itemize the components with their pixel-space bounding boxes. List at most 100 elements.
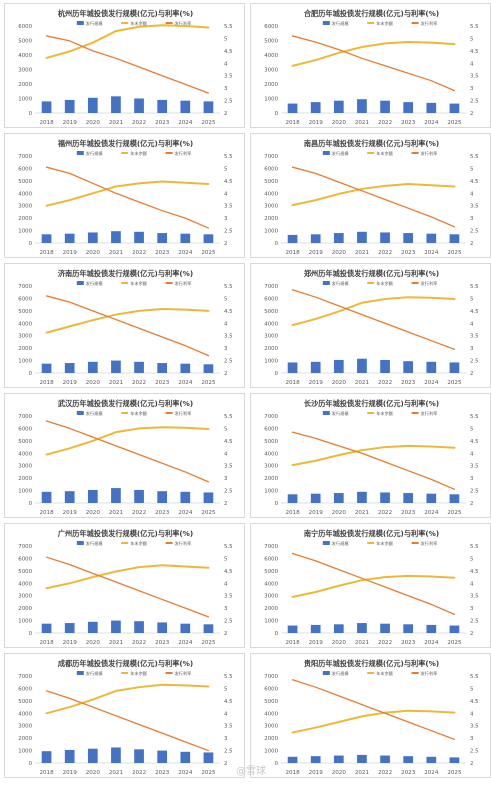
- bar-issuance: [287, 103, 298, 113]
- chart-panel-2: 合肥历年城投债发行规模(亿元)与利率(%) 发行规模 年末余额 发行利率 0 1000 20…: [250, 3, 491, 128]
- y-tick-label: 5000: [18, 39, 32, 45]
- y2-tick-label: 2: [470, 111, 473, 117]
- x-tick-label: 2023: [155, 510, 170, 516]
- x-tick-label: 2024: [178, 510, 193, 516]
- y-tick-label: 7000: [264, 284, 278, 290]
- x-tick-label: 2021: [355, 510, 370, 516]
- line-balance: [45, 564, 210, 590]
- bar-issuance: [157, 622, 168, 633]
- y2-tick-label: 5.5: [224, 674, 233, 680]
- bar-issuance: [403, 361, 414, 373]
- x-tick-label: 2020: [332, 770, 347, 776]
- y2-tick-label: 4.5: [224, 569, 233, 575]
- y-tick-label: 3000: [264, 594, 278, 600]
- line-rate: [291, 431, 456, 490]
- bar-issuance: [449, 362, 460, 373]
- bar-issuance: [287, 494, 298, 503]
- bar-issuance: [41, 751, 52, 763]
- bar-issuance: [157, 99, 168, 113]
- y-tick-label: 4000: [264, 711, 278, 717]
- y2-tick-label: 3.5: [224, 334, 233, 340]
- x-tick-label: 2021: [109, 250, 124, 256]
- bar-issuance: [426, 233, 437, 243]
- y2-tick-label: 4: [470, 321, 474, 327]
- x-tick-label: 2019: [63, 380, 78, 386]
- x-tick-label: 2025: [201, 770, 216, 776]
- y-tick-label: 6000: [264, 24, 278, 30]
- y-tick-label: 1000: [264, 489, 278, 495]
- y2-tick-label: 5: [224, 556, 227, 562]
- bar-issuance: [111, 620, 121, 633]
- y-tick-label: 0: [275, 111, 279, 117]
- chart-svg: 郑州历年城投债发行规模(亿元)与利率(%) 发行规模 年末余额 发行利率 0 1000 20…: [264, 269, 478, 386]
- y2-tick-label: 5: [470, 36, 473, 42]
- y-tick-label: 6000: [264, 166, 278, 172]
- x-tick-label: 2018: [285, 250, 300, 256]
- legend-label: 发行利率: [175, 670, 192, 677]
- y2-tick-label: 4: [224, 711, 228, 717]
- y2-tick-label: 4.5: [470, 49, 479, 55]
- line-balance: [291, 40, 456, 67]
- x-tick-label: 2018: [39, 250, 54, 256]
- bar-issuance: [333, 755, 344, 763]
- y-tick-label: 5000: [18, 179, 32, 185]
- y-tick-label: 0: [29, 631, 33, 637]
- y-tick-label: 4000: [264, 321, 278, 327]
- y-tick-label: 6000: [18, 426, 32, 432]
- bar-issuance: [180, 100, 191, 113]
- bar-issuance: [357, 231, 367, 243]
- legend-label: 发行规模: [86, 20, 104, 27]
- bar-issuance: [87, 748, 98, 763]
- x-tick-label: 2024: [178, 770, 193, 776]
- x-tick-label: 2021: [109, 770, 124, 776]
- y-tick-label: 4000: [264, 581, 278, 587]
- y-tick-label: 1000: [18, 97, 32, 103]
- y-tick-label: 3000: [264, 334, 278, 340]
- bar-issuance: [333, 233, 344, 243]
- x-tick-label: 2020: [86, 120, 101, 126]
- y-tick-label: 3000: [264, 464, 278, 470]
- y2-tick-label: 3: [470, 216, 473, 222]
- y-tick-label: 4000: [18, 321, 32, 327]
- bar-issuance: [41, 101, 52, 113]
- y2-tick-label: 4.5: [224, 49, 233, 55]
- chart-title: 长沙历年城投债发行规模(亿元)与利率(%): [304, 399, 439, 408]
- x-tick-label: 2022: [132, 250, 146, 256]
- line-rate: [45, 35, 210, 94]
- y2-tick-label: 5: [224, 686, 227, 692]
- bar-issuance: [157, 750, 168, 763]
- y2-tick-label: 3: [224, 216, 227, 222]
- bar-issuance: [203, 234, 214, 243]
- y2-tick-label: 5.5: [470, 414, 479, 420]
- bar-issuance: [134, 489, 144, 503]
- y2-tick-label: 4.5: [224, 439, 233, 445]
- bar-issuance: [380, 359, 390, 373]
- x-tick-label: 2018: [285, 120, 300, 126]
- x-tick-label: 2024: [178, 250, 193, 256]
- y2-tick-label: 2: [470, 761, 473, 767]
- legend-label: 发行利率: [175, 410, 192, 417]
- y2-tick-label: 2: [470, 241, 473, 247]
- x-tick-label: 2022: [132, 380, 146, 386]
- x-tick-label: 2021: [109, 380, 124, 386]
- y-tick-label: 5000: [264, 699, 278, 705]
- y2-tick-label: 3.5: [470, 724, 479, 730]
- bar-issuance: [333, 493, 344, 503]
- bar-issuance: [357, 623, 367, 633]
- y-tick-label: 7000: [264, 544, 278, 550]
- y-tick-label: 6000: [18, 296, 32, 302]
- y2-tick-label: 3.5: [224, 724, 233, 730]
- x-tick-label: 2023: [155, 770, 170, 776]
- y-tick-label: 4000: [264, 53, 278, 59]
- y2-tick-label: 4: [470, 61, 474, 67]
- x-tick-label: 2024: [424, 120, 439, 126]
- bar-issuance: [111, 231, 121, 243]
- bar-issuance: [41, 234, 52, 243]
- y-tick-label: 5000: [18, 309, 32, 315]
- y2-tick-label: 5.5: [470, 544, 479, 550]
- y-tick-label: 5000: [264, 439, 278, 445]
- y2-tick-label: 5: [470, 296, 473, 302]
- legend-label: 年末余额: [376, 20, 394, 27]
- x-tick-label: 2020: [332, 640, 347, 646]
- legend-label: 发行利率: [421, 670, 438, 677]
